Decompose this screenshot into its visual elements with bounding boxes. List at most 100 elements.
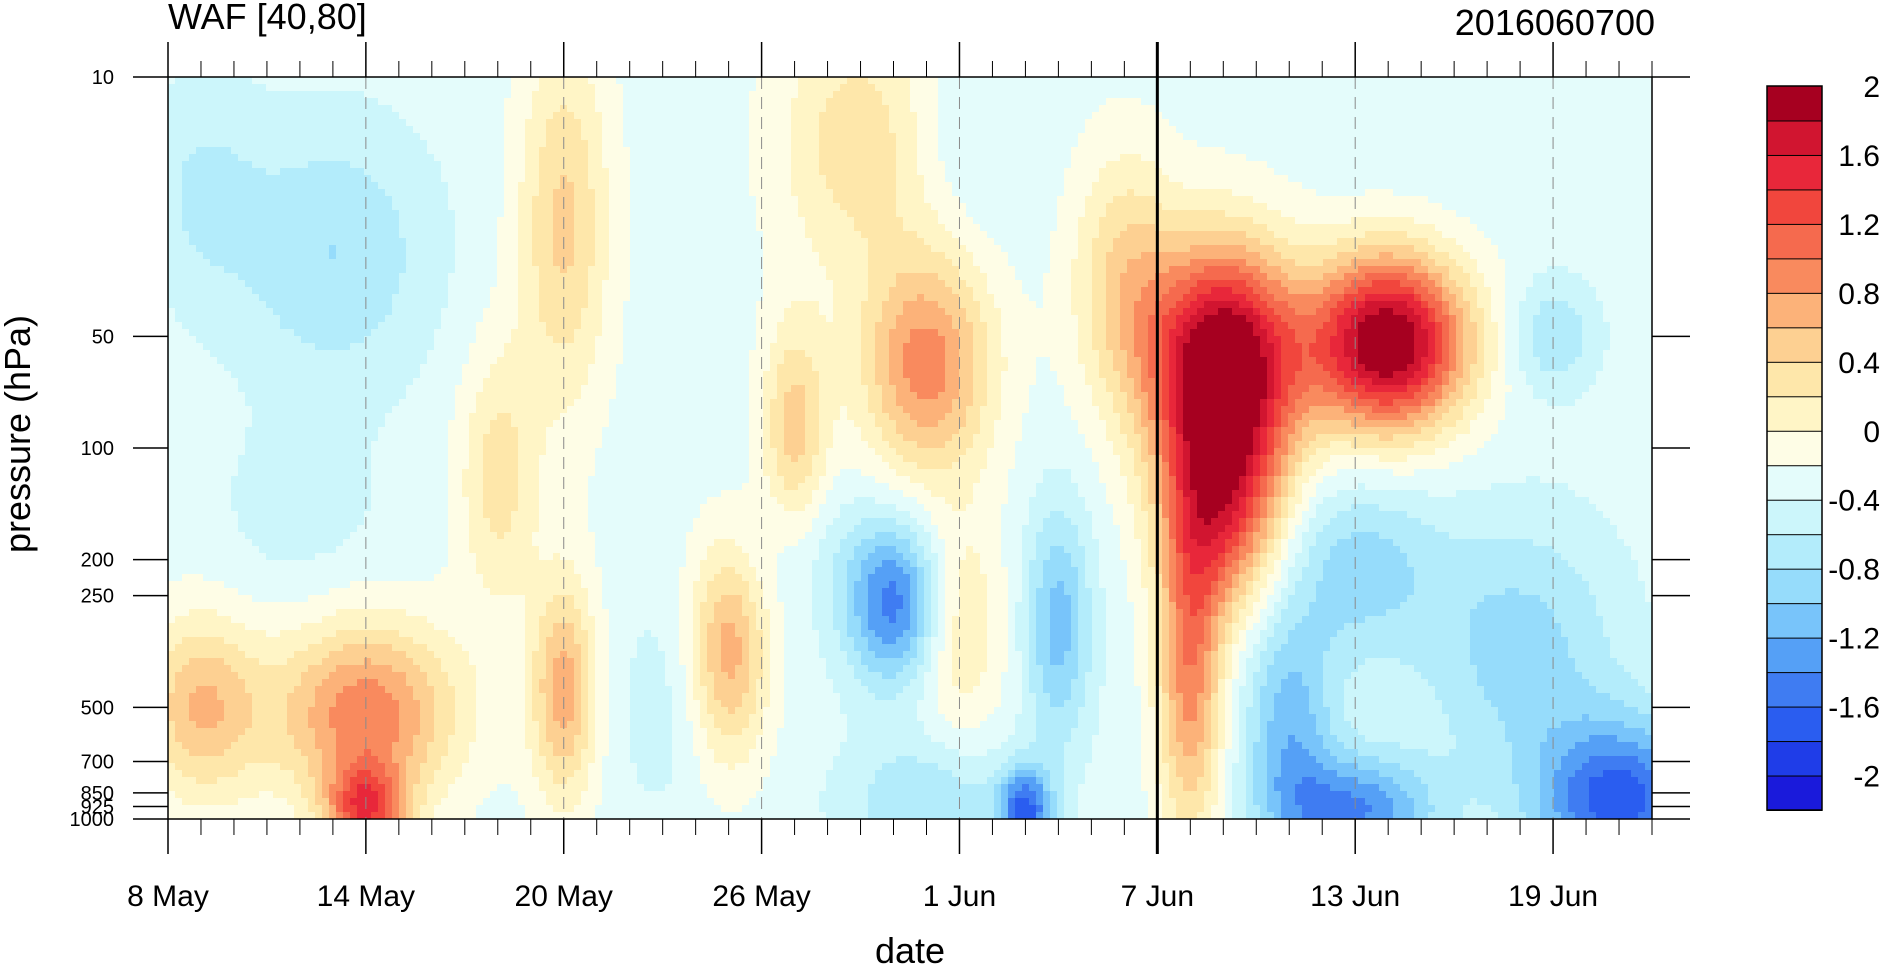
contour-cell [616, 203, 624, 211]
contour-cell [1610, 154, 1618, 162]
contour-cell [742, 119, 750, 127]
contour-cell [623, 98, 631, 106]
contour-cell [1141, 161, 1149, 169]
contour-cell [1281, 126, 1289, 134]
contour-cell [1561, 140, 1569, 148]
contour-cell [945, 189, 953, 197]
contour-cell [1099, 84, 1107, 92]
contour-cell [1526, 168, 1534, 176]
contour-cell [1603, 182, 1611, 190]
contour-cell [1309, 126, 1317, 134]
contour-cell [1554, 91, 1562, 99]
contour-cell [371, 168, 379, 176]
contour-cell [539, 231, 547, 239]
contour-cell [1043, 196, 1051, 204]
contour-cell [973, 147, 981, 155]
contour-cell [651, 147, 659, 155]
contour-cell [245, 238, 253, 246]
contour-cell [1540, 210, 1548, 218]
contour-cell [952, 133, 960, 141]
contour-cell [798, 84, 806, 92]
contour-cell [1022, 217, 1030, 225]
contour-cell [511, 119, 519, 127]
contour-cell [1645, 182, 1652, 190]
contour-cell [532, 119, 540, 127]
contour-cell [903, 189, 911, 197]
contour-cell [903, 203, 911, 211]
contour-cell [1330, 210, 1338, 218]
contour-cell [917, 175, 925, 183]
contour-cell [1085, 133, 1093, 141]
contour-cell [1246, 224, 1254, 232]
contour-cell [826, 210, 834, 218]
contour-cell [1029, 210, 1037, 218]
contour-cell [1533, 77, 1541, 85]
contour-cell [1428, 133, 1436, 141]
contour-cell [1274, 224, 1282, 232]
contour-cell [1204, 119, 1212, 127]
contour-cell [861, 210, 869, 218]
contour-cell [1050, 133, 1058, 141]
contour-cell [1281, 105, 1289, 113]
contour-cell [196, 105, 204, 113]
contour-cell [210, 182, 218, 190]
contour-cell [441, 182, 449, 190]
contour-cell [280, 196, 288, 204]
contour-cell [574, 224, 582, 232]
contour-cell [707, 84, 715, 92]
contour-cell [1428, 140, 1436, 148]
contour-cell [1169, 217, 1177, 225]
contour-cell [1225, 217, 1233, 225]
contour-cell [1190, 182, 1198, 190]
contour-cell [630, 231, 638, 239]
contour-cell [364, 154, 372, 162]
contour-cell [1540, 126, 1548, 134]
contour-cell [1099, 203, 1107, 211]
contour-cell [168, 217, 176, 225]
contour-cell [623, 224, 631, 232]
contour-cell [798, 182, 806, 190]
contour-cell [826, 203, 834, 211]
contour-cell [1589, 196, 1597, 204]
contour-cell [1176, 98, 1184, 106]
contour-cell [371, 98, 379, 106]
contour-cell [497, 133, 505, 141]
contour-cell [1365, 168, 1373, 176]
contour-cell [329, 238, 337, 246]
contour-cell [1505, 119, 1513, 127]
contour-cell [623, 182, 631, 190]
contour-cell [889, 91, 897, 99]
contour-cell [595, 154, 603, 162]
contour-cell [1099, 196, 1107, 204]
contour-cell [1603, 210, 1611, 218]
contour-cell [1316, 98, 1324, 106]
contour-cell [1645, 196, 1652, 204]
contour-cell [1176, 140, 1184, 148]
contour-cell [728, 189, 736, 197]
contour-cell [770, 182, 778, 190]
contour-cell [1316, 126, 1324, 134]
contour-cell [1540, 84, 1548, 92]
contour-cell [714, 154, 722, 162]
contour-cell [1092, 175, 1100, 183]
contour-cell [385, 126, 393, 134]
contour-cell [1218, 203, 1226, 211]
contour-cell [231, 126, 239, 134]
contour-cell [973, 140, 981, 148]
contour-cell [1022, 224, 1030, 232]
contour-cell [1596, 224, 1604, 232]
contour-cell [434, 196, 442, 204]
contour-cell [574, 105, 582, 113]
contour-cell [1400, 168, 1408, 176]
contour-cell [1015, 147, 1023, 155]
contour-cell [1239, 126, 1247, 134]
contour-cell [679, 77, 687, 85]
contour-cell [1190, 91, 1198, 99]
contour-cell [1631, 231, 1639, 239]
contour-cell [1498, 224, 1506, 232]
contour-cell [1470, 77, 1478, 85]
contour-cell [1624, 105, 1632, 113]
contour-cell [322, 105, 330, 113]
contour-cell [833, 147, 841, 155]
contour-cell [770, 133, 778, 141]
